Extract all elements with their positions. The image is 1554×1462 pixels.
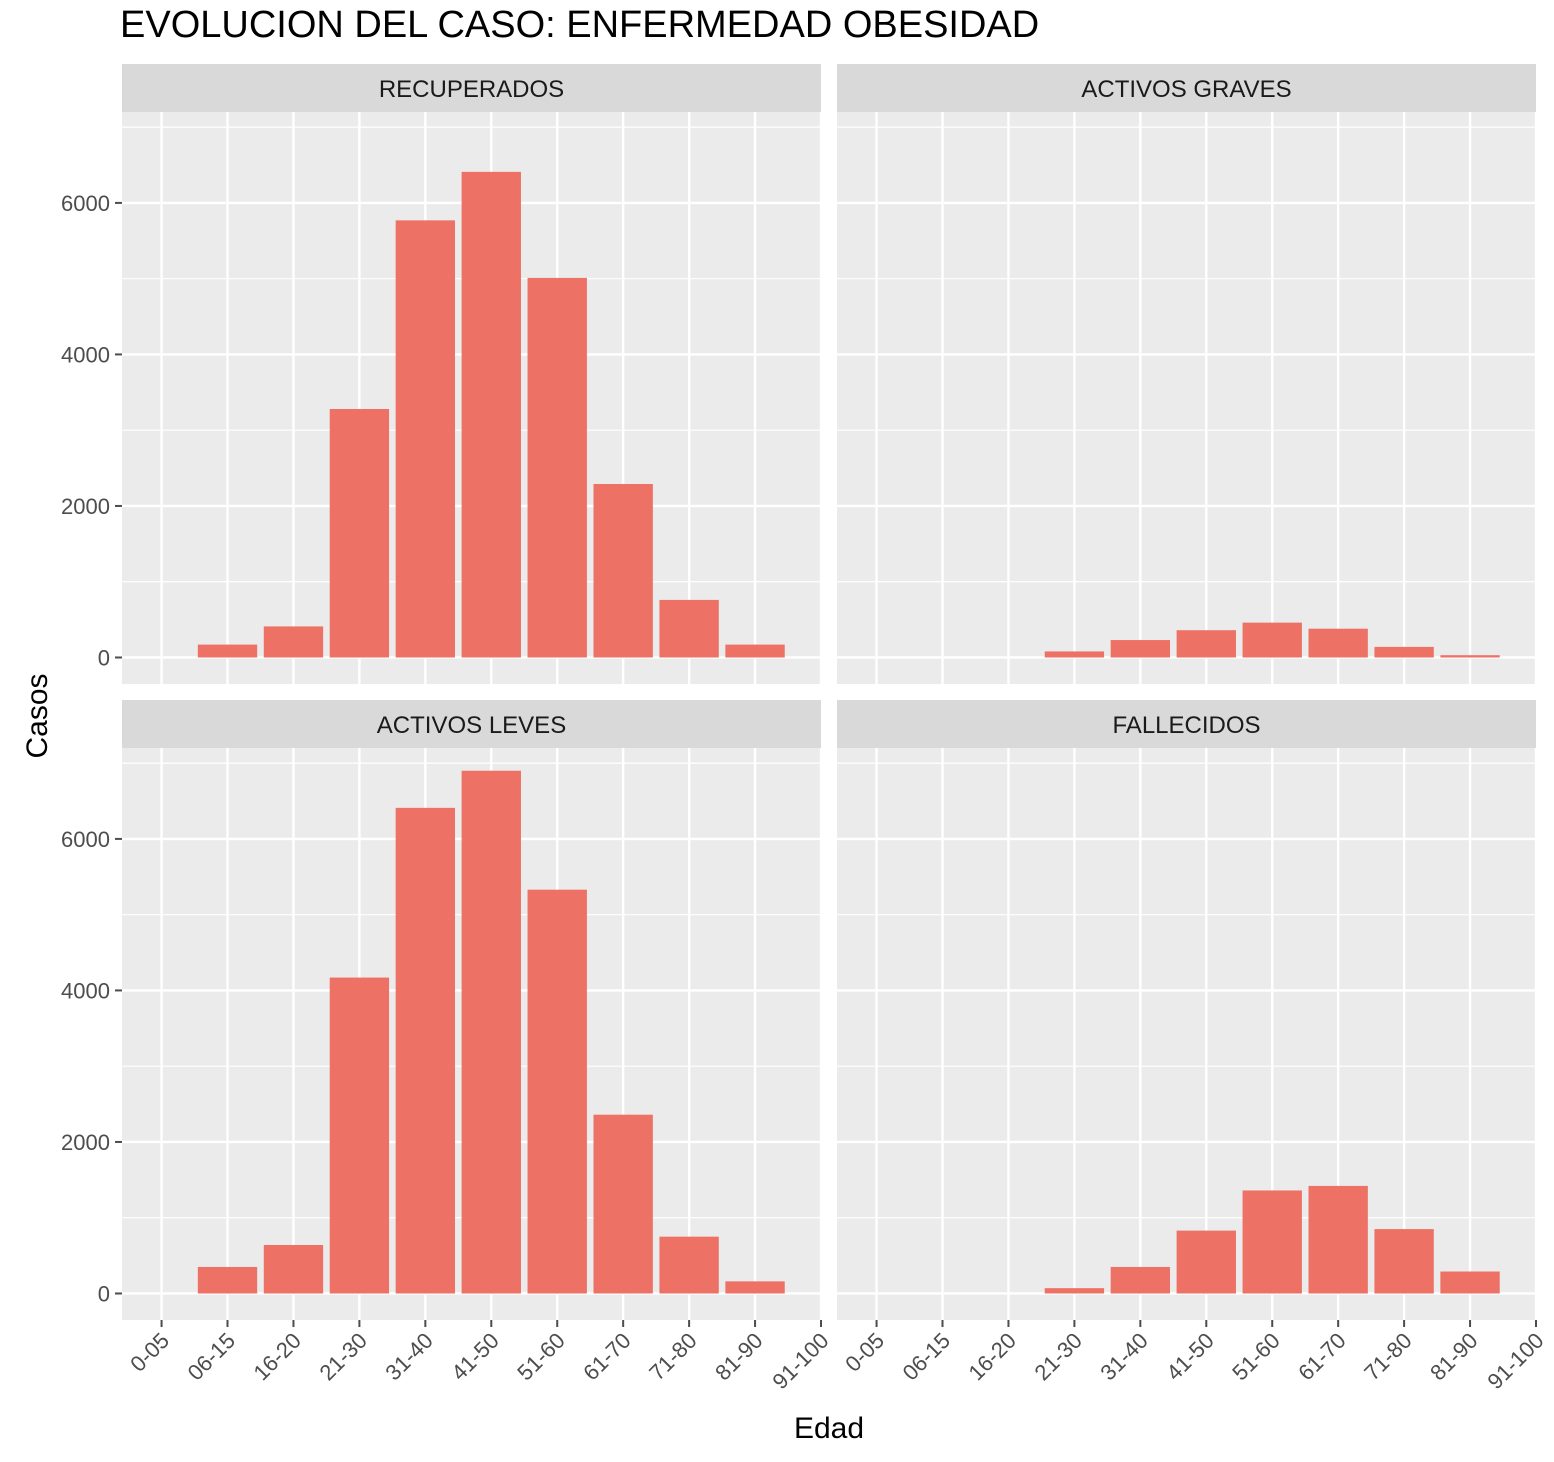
x-tick-label: 31-40 [1095, 1328, 1152, 1385]
bar-16-20 [263, 1244, 324, 1294]
x-tick-label: 91-100 [767, 1328, 833, 1394]
x-tick-label: 81-90 [1425, 1328, 1482, 1385]
bar-06-15 [197, 1266, 258, 1294]
panel-background [837, 748, 1536, 1320]
x-tick-label: 31-40 [380, 1328, 437, 1385]
facet-strip [122, 64, 821, 112]
y-tick-label: 4000 [61, 342, 110, 367]
bar-81-90 [1440, 1271, 1500, 1294]
x-tick-label: 06-15 [183, 1328, 240, 1385]
facet-strip [837, 64, 1536, 112]
bar-81-90 [725, 644, 785, 658]
bar-71-80 [659, 599, 719, 658]
facet-strip-label: ACTIVOS LEVES [377, 712, 566, 739]
x-tick-label: 71-80 [1359, 1328, 1416, 1385]
y-tick-label: 4000 [61, 978, 110, 1003]
bar-61-70 [1308, 628, 1368, 658]
bar-31-40 [395, 807, 456, 1294]
bar-51-60 [1242, 1190, 1302, 1294]
facet-strip-label: ACTIVOS GRAVES [1081, 76, 1291, 103]
x-tick-label: 21-30 [1029, 1328, 1086, 1385]
bar-16-20 [263, 626, 324, 658]
bar-21-30 [329, 408, 390, 658]
x-tick-label: 06-15 [898, 1328, 955, 1385]
bar-71-80 [1374, 1229, 1434, 1294]
bar-31-40 [395, 220, 456, 658]
chart-title: EVOLUCION DEL CASO: ENFERMEDAD OBESIDAD [120, 4, 1040, 46]
x-tick-label: 0-05 [840, 1328, 889, 1377]
x-tick-label: 21-30 [314, 1328, 371, 1385]
bar-61-70 [593, 1114, 653, 1294]
x-tick-label: 41-50 [446, 1328, 503, 1385]
bar-71-80 [659, 1236, 719, 1294]
y-tick-label: 6000 [61, 827, 110, 852]
bar-21-30 [1044, 651, 1105, 658]
bar-81-90 [725, 1281, 785, 1294]
bar-41-50 [461, 171, 521, 658]
x-tick-label: 61-70 [1293, 1328, 1350, 1385]
x-tick-label: 81-90 [710, 1328, 767, 1385]
bar-61-70 [1308, 1185, 1368, 1294]
y-tick-label: 2000 [61, 494, 110, 519]
facet-strip [122, 700, 821, 748]
bar-61-70 [593, 483, 653, 658]
x-tick-label: 16-20 [249, 1328, 306, 1385]
bar-71-80 [1374, 646, 1434, 658]
bar-31-40 [1110, 640, 1171, 658]
y-tick-label: 0 [98, 645, 110, 670]
y-tick-label: 2000 [61, 1130, 110, 1155]
x-tick-label: 61-70 [578, 1328, 635, 1385]
panel-background [837, 112, 1536, 684]
y-tick-label: 6000 [61, 191, 110, 216]
x-tick-label: 91-100 [1482, 1328, 1548, 1394]
bar-51-60 [1242, 622, 1302, 658]
x-tick-label: 51-60 [512, 1328, 569, 1385]
bar-41-50 [1176, 1230, 1236, 1294]
y-tick-label: 0 [98, 1281, 110, 1306]
y-axis-label: Casos [21, 673, 54, 759]
x-tick-label: 16-20 [964, 1328, 1021, 1385]
bar-06-15 [197, 644, 258, 658]
x-tick-label: 51-60 [1227, 1328, 1284, 1385]
bar-21-30 [329, 977, 390, 1294]
facet-strip-label: RECUPERADOS [379, 76, 564, 103]
bar-31-40 [1110, 1266, 1171, 1294]
bar-81-90 [1440, 655, 1500, 658]
x-axis-label: Edad [793, 1412, 865, 1445]
x-tick-label: 0-05 [125, 1328, 174, 1377]
bar-21-30 [1044, 1288, 1105, 1294]
bar-41-50 [1176, 630, 1236, 658]
x-tick-label: 41-50 [1161, 1328, 1218, 1385]
bar-51-60 [527, 889, 587, 1294]
x-tick-label: 71-80 [644, 1328, 701, 1385]
bar-41-50 [461, 770, 521, 1294]
facet-strip-label: FALLECIDOS [1112, 712, 1260, 739]
facet-strip [837, 700, 1536, 748]
bar-51-60 [527, 277, 587, 658]
